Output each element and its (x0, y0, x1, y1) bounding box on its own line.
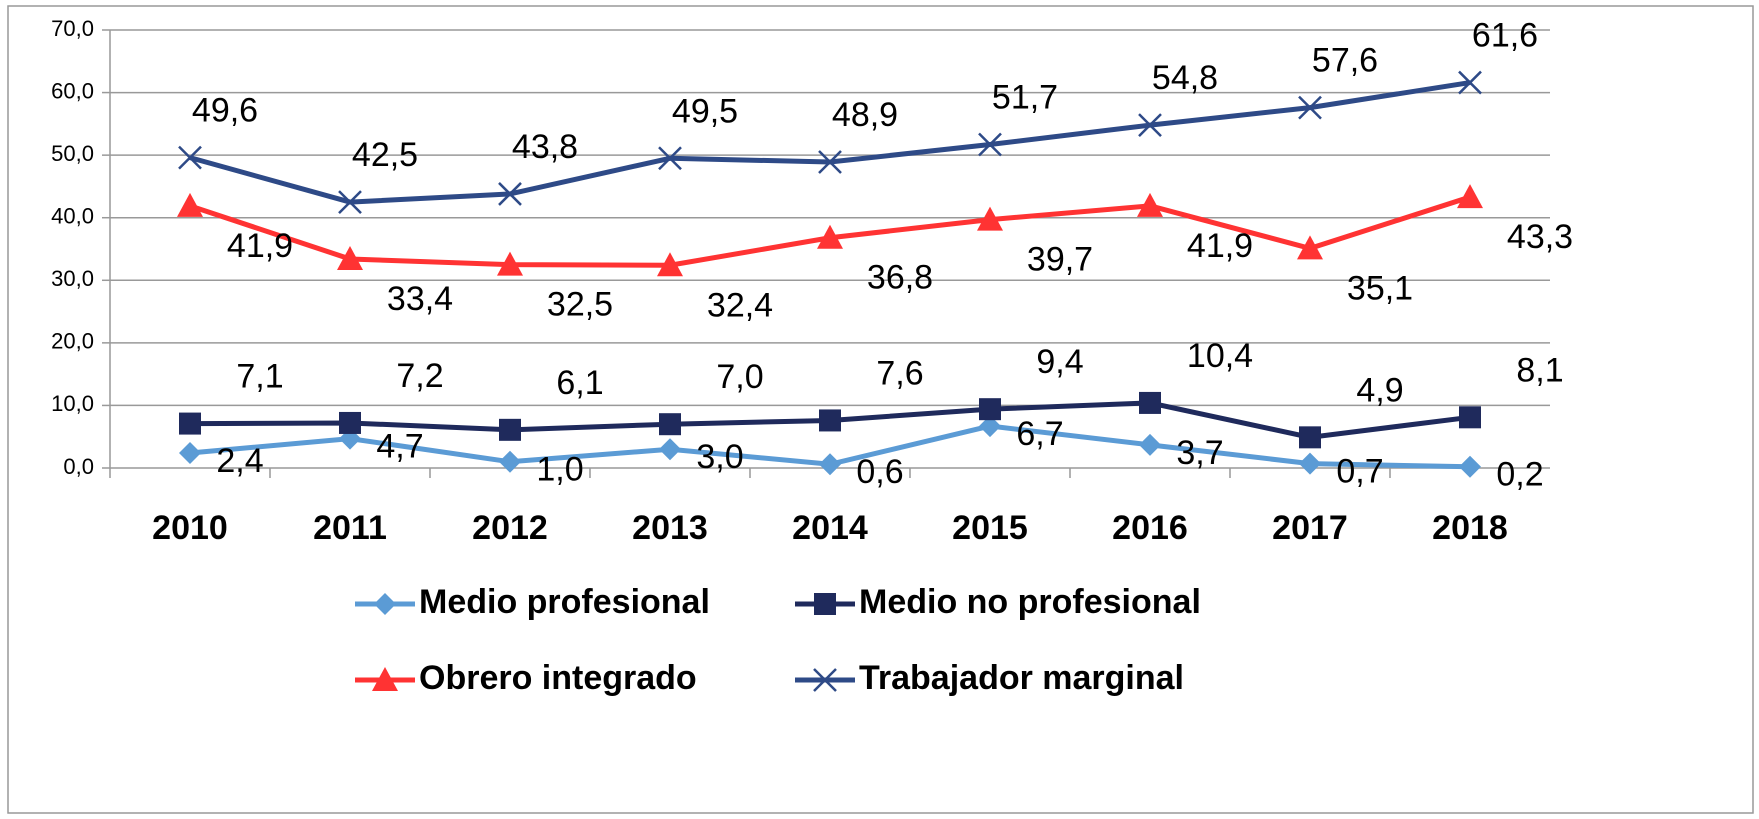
data-label: 32,5 (547, 286, 613, 324)
data-point (337, 246, 363, 271)
legend-label: Medio no profesional (859, 583, 1201, 621)
data-label: 6,1 (556, 364, 603, 402)
data-label: 0,2 (1496, 456, 1543, 494)
data-point (179, 441, 201, 464)
data-label: 48,9 (832, 96, 898, 134)
y-tick-label: 40,0 (51, 204, 94, 229)
x-tick-label: 2010 (152, 509, 228, 547)
data-point (1137, 192, 1163, 217)
data-label: 7,6 (876, 354, 923, 392)
data-label: 7,2 (396, 357, 443, 395)
legend-label: Trabajador marginal (859, 659, 1184, 697)
data-label: 32,4 (707, 286, 773, 324)
x-tick-label: 2018 (1432, 509, 1508, 547)
data-point (1139, 433, 1161, 456)
y-tick-label: 20,0 (51, 329, 94, 354)
x-tick-label: 2016 (1112, 509, 1188, 547)
data-point (498, 182, 522, 206)
x-tick-label: 2013 (632, 509, 708, 547)
data-label: 36,8 (867, 259, 933, 297)
data-label: 54,8 (1152, 59, 1218, 97)
data-point (1457, 184, 1483, 209)
data-label: 0,7 (1336, 453, 1383, 491)
data-label: 2,4 (216, 442, 263, 480)
x-tick-label: 2015 (952, 509, 1028, 547)
data-point (659, 438, 681, 461)
y-tick-label: 70,0 (51, 16, 94, 41)
data-point (658, 146, 682, 171)
data-label: 3,7 (1176, 434, 1223, 472)
data-point (178, 145, 202, 170)
data-label: 8,1 (1516, 351, 1563, 389)
legend-label: Medio profesional (419, 583, 710, 621)
data-point (817, 224, 843, 249)
data-point (1139, 391, 1161, 414)
data-point (979, 415, 1001, 438)
data-label: 43,3 (1507, 218, 1573, 256)
data-label: 51,7 (992, 78, 1058, 116)
legend-marker (814, 593, 836, 615)
data-label: 4,9 (1356, 371, 1403, 409)
y-tick-label: 30,0 (51, 266, 94, 291)
data-point (1459, 455, 1481, 478)
data-label: 4,7 (376, 428, 423, 466)
data-point (977, 206, 1003, 231)
data-point (1459, 406, 1481, 429)
legend-marker (813, 668, 837, 692)
data-label: 39,7 (1027, 241, 1093, 279)
data-label: 49,6 (192, 92, 258, 130)
data-label: 7,0 (716, 358, 763, 396)
data-label: 35,1 (1347, 269, 1413, 307)
data-point (979, 398, 1001, 421)
data-point (1299, 452, 1321, 475)
data-label: 10,4 (1187, 337, 1253, 375)
data-point (339, 411, 361, 434)
y-tick-label: 60,0 (51, 78, 94, 103)
legend-marker (374, 593, 396, 615)
data-point (819, 409, 841, 432)
data-point (657, 252, 683, 277)
data-label: 9,4 (1036, 343, 1083, 381)
data-label: 7,1 (236, 358, 283, 396)
data-point (819, 453, 841, 476)
data-label: 41,9 (1187, 227, 1253, 265)
data-label: 0,6 (856, 453, 903, 491)
x-tick-label: 2017 (1272, 509, 1348, 547)
data-label: 43,8 (512, 128, 578, 166)
data-point (497, 251, 523, 276)
data-label: 49,5 (672, 92, 738, 130)
data-point (1297, 235, 1323, 260)
data-label: 57,6 (1312, 42, 1378, 80)
data-point (179, 412, 201, 435)
data-point (338, 190, 362, 214)
x-tick-label: 2014 (792, 509, 868, 547)
x-tick-label: 2011 (313, 509, 387, 547)
data-point (1138, 113, 1162, 137)
data-point (978, 132, 1002, 157)
data-label: 1,0 (536, 451, 583, 489)
data-point (1299, 426, 1321, 449)
legend-marker (372, 667, 398, 691)
legend-label: Obrero integrado (419, 659, 697, 697)
data-point (499, 450, 521, 473)
data-label: 42,5 (352, 136, 418, 174)
data-point (659, 413, 681, 436)
data-label: 61,6 (1472, 17, 1538, 55)
data-point (818, 150, 842, 174)
x-tick-label: 2012 (472, 509, 548, 547)
y-tick-label: 50,0 (51, 141, 94, 166)
y-tick-label: 10,0 (51, 391, 94, 416)
data-label: 6,7 (1016, 415, 1063, 453)
data-point (1458, 70, 1482, 95)
data-label: 3,0 (696, 438, 743, 476)
data-point (1298, 95, 1322, 120)
data-point (177, 192, 203, 217)
data-label: 33,4 (387, 280, 453, 318)
data-label: 41,9 (227, 227, 293, 265)
y-tick-label: 0,0 (63, 454, 94, 479)
data-point (499, 418, 521, 441)
